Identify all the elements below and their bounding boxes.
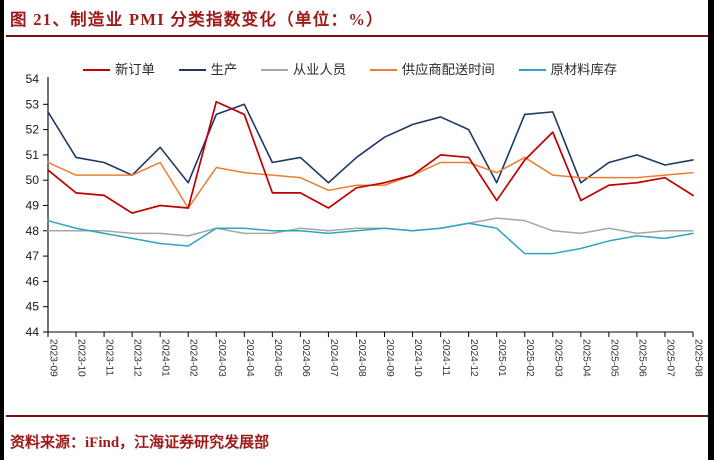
- svg-text:2024-11: 2024-11: [440, 339, 451, 376]
- svg-text:2025-02: 2025-02: [524, 339, 535, 377]
- svg-text:2024-06: 2024-06: [300, 339, 311, 377]
- svg-text:2024-04: 2024-04: [244, 339, 255, 377]
- svg-text:50: 50: [25, 173, 39, 187]
- svg-text:2025-08: 2025-08: [693, 339, 704, 377]
- svg-text:52: 52: [25, 123, 39, 137]
- svg-text:2023-09: 2023-09: [48, 339, 59, 377]
- svg-text:48: 48: [25, 224, 39, 238]
- svg-text:2024-12: 2024-12: [468, 339, 479, 377]
- svg-text:2024-01: 2024-01: [160, 339, 171, 377]
- svg-text:2024-07: 2024-07: [328, 339, 339, 377]
- svg-text:2024-05: 2024-05: [272, 339, 283, 377]
- svg-text:2025-07: 2025-07: [664, 339, 675, 377]
- svg-text:51: 51: [25, 148, 39, 162]
- svg-text:53: 53: [25, 97, 39, 111]
- svg-text:2025-03: 2025-03: [552, 339, 563, 377]
- svg-text:44: 44: [25, 325, 39, 339]
- svg-text:2024-09: 2024-09: [384, 339, 395, 377]
- svg-text:2023-10: 2023-10: [76, 339, 87, 377]
- svg-text:2024-08: 2024-08: [356, 339, 367, 377]
- svg-text:45: 45: [25, 300, 39, 314]
- svg-text:46: 46: [25, 274, 39, 288]
- svg-text:47: 47: [25, 249, 39, 263]
- svg-text:2024-02: 2024-02: [188, 339, 199, 377]
- svg-text:2025-05: 2025-05: [608, 339, 619, 377]
- svg-text:2024-10: 2024-10: [412, 339, 423, 377]
- svg-text:2024-03: 2024-03: [216, 339, 227, 377]
- svg-text:2025-01: 2025-01: [496, 339, 507, 377]
- svg-text:2025-04: 2025-04: [580, 339, 591, 377]
- svg-text:54: 54: [25, 72, 39, 86]
- svg-text:2023-11: 2023-11: [104, 339, 115, 376]
- svg-text:2025-06: 2025-06: [636, 339, 647, 377]
- svg-text:49: 49: [25, 199, 39, 213]
- svg-text:2023-12: 2023-12: [132, 339, 143, 377]
